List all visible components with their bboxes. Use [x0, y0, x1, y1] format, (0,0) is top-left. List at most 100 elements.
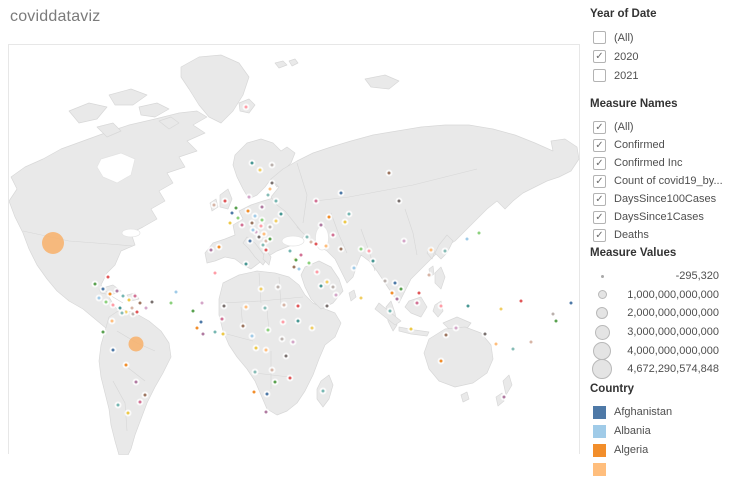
country-mark[interactable]	[169, 301, 173, 305]
measure-bubble[interactable]	[128, 336, 144, 352]
country-mark[interactable]	[347, 212, 351, 216]
country-mark[interactable]	[281, 320, 285, 324]
country-mark[interactable]	[321, 389, 325, 393]
country-mark[interactable]	[138, 301, 142, 305]
country-mark[interactable]	[213, 330, 217, 334]
country-mark[interactable]	[393, 281, 397, 285]
country-mark[interactable]	[502, 395, 506, 399]
country-mark[interactable]	[150, 300, 154, 304]
country-mark[interactable]	[144, 306, 148, 310]
country-mark[interactable]	[288, 249, 292, 253]
country-mark[interactable]	[309, 240, 313, 244]
country-mark[interactable]	[108, 292, 112, 296]
country-legend-item[interactable]: Algeria	[590, 441, 719, 460]
country-mark[interactable]	[250, 161, 254, 165]
country-mark[interactable]	[343, 220, 347, 224]
country-mark[interactable]	[120, 311, 124, 315]
country-mark[interactable]	[279, 212, 283, 216]
country-mark[interactable]	[443, 249, 447, 253]
country-mark[interactable]	[296, 304, 300, 308]
country-mark[interactable]	[268, 187, 272, 191]
country-mark[interactable]	[258, 168, 262, 172]
country-mark[interactable]	[174, 290, 178, 294]
country-mark[interactable]	[209, 248, 213, 252]
country-mark[interactable]	[294, 258, 298, 262]
measure-filter-option[interactable]: ✓ Confirmed Inc	[590, 154, 719, 172]
country-mark[interactable]	[291, 340, 295, 344]
country-mark[interactable]	[260, 218, 264, 222]
country-mark[interactable]	[254, 346, 258, 350]
country-mark[interactable]	[529, 340, 533, 344]
country-mark[interactable]	[388, 309, 392, 313]
measure-filter-option[interactable]: ✓ DaysSince1Cases	[590, 208, 719, 226]
country-mark[interactable]	[454, 326, 458, 330]
country-mark[interactable]	[477, 231, 481, 235]
country-mark[interactable]	[569, 301, 573, 305]
country-mark[interactable]	[499, 307, 503, 311]
country-mark[interactable]	[383, 279, 387, 283]
country-mark[interactable]	[288, 376, 292, 380]
country-mark[interactable]	[483, 332, 487, 336]
year-filter-option[interactable]: 2021	[590, 66, 719, 85]
country-mark[interactable]	[220, 317, 224, 321]
country-mark[interactable]	[228, 221, 232, 225]
country-mark[interactable]	[324, 244, 328, 248]
country-mark[interactable]	[270, 163, 274, 167]
country-mark[interactable]	[254, 230, 258, 234]
country-mark[interactable]	[195, 326, 199, 330]
country-mark[interactable]	[252, 390, 256, 394]
country-mark[interactable]	[359, 296, 363, 300]
year-filter-option[interactable]: (All)	[590, 28, 719, 47]
country-mark[interactable]	[110, 319, 114, 323]
country-mark[interactable]	[97, 296, 101, 300]
country-mark[interactable]	[395, 297, 399, 301]
country-mark[interactable]	[131, 312, 135, 316]
country-mark[interactable]	[511, 347, 515, 351]
country-mark[interactable]	[244, 105, 248, 109]
country-mark[interactable]	[223, 199, 227, 203]
country-mark[interactable]	[111, 303, 115, 307]
country-mark[interactable]	[212, 203, 216, 207]
country-mark[interactable]	[284, 354, 288, 358]
country-mark[interactable]	[259, 287, 263, 291]
country-mark[interactable]	[221, 332, 225, 336]
country-mark[interactable]	[230, 211, 234, 215]
country-mark[interactable]	[135, 310, 139, 314]
country-mark[interactable]	[334, 293, 338, 297]
country-mark[interactable]	[339, 247, 343, 251]
country-mark[interactable]	[126, 411, 130, 415]
country-mark[interactable]	[124, 310, 128, 314]
country-legend-item[interactable]: Afghanistan	[590, 403, 719, 422]
country-mark[interactable]	[130, 306, 134, 310]
country-mark[interactable]	[359, 247, 363, 251]
country-mark[interactable]	[297, 267, 301, 271]
country-mark[interactable]	[264, 248, 268, 252]
country-mark[interactable]	[263, 306, 267, 310]
country-mark[interactable]	[257, 235, 261, 239]
country-mark[interactable]	[250, 334, 254, 338]
country-mark[interactable]	[134, 380, 138, 384]
country-legend-item[interactable]: Albania	[590, 422, 719, 441]
country-mark[interactable]	[111, 348, 115, 352]
country-mark[interactable]	[270, 368, 274, 372]
country-mark[interactable]	[339, 191, 343, 195]
country-mark[interactable]	[367, 249, 371, 253]
country-mark[interactable]	[397, 199, 401, 203]
country-mark[interactable]	[251, 228, 255, 232]
country-mark[interactable]	[121, 294, 125, 298]
country-mark[interactable]	[387, 171, 391, 175]
country-mark[interactable]	[310, 326, 314, 330]
country-mark[interactable]	[314, 199, 318, 203]
country-mark[interactable]	[234, 206, 238, 210]
country-mark[interactable]	[319, 284, 323, 288]
country-mark[interactable]	[253, 214, 257, 218]
country-mark[interactable]	[327, 215, 331, 219]
country-mark[interactable]	[371, 259, 375, 263]
country-mark[interactable]	[270, 181, 274, 185]
country-mark[interactable]	[331, 285, 335, 289]
country-mark[interactable]	[494, 342, 498, 346]
country-mark[interactable]	[417, 291, 421, 295]
country-mark[interactable]	[266, 328, 270, 332]
country-mark[interactable]	[199, 320, 203, 324]
country-mark[interactable]	[390, 291, 394, 295]
